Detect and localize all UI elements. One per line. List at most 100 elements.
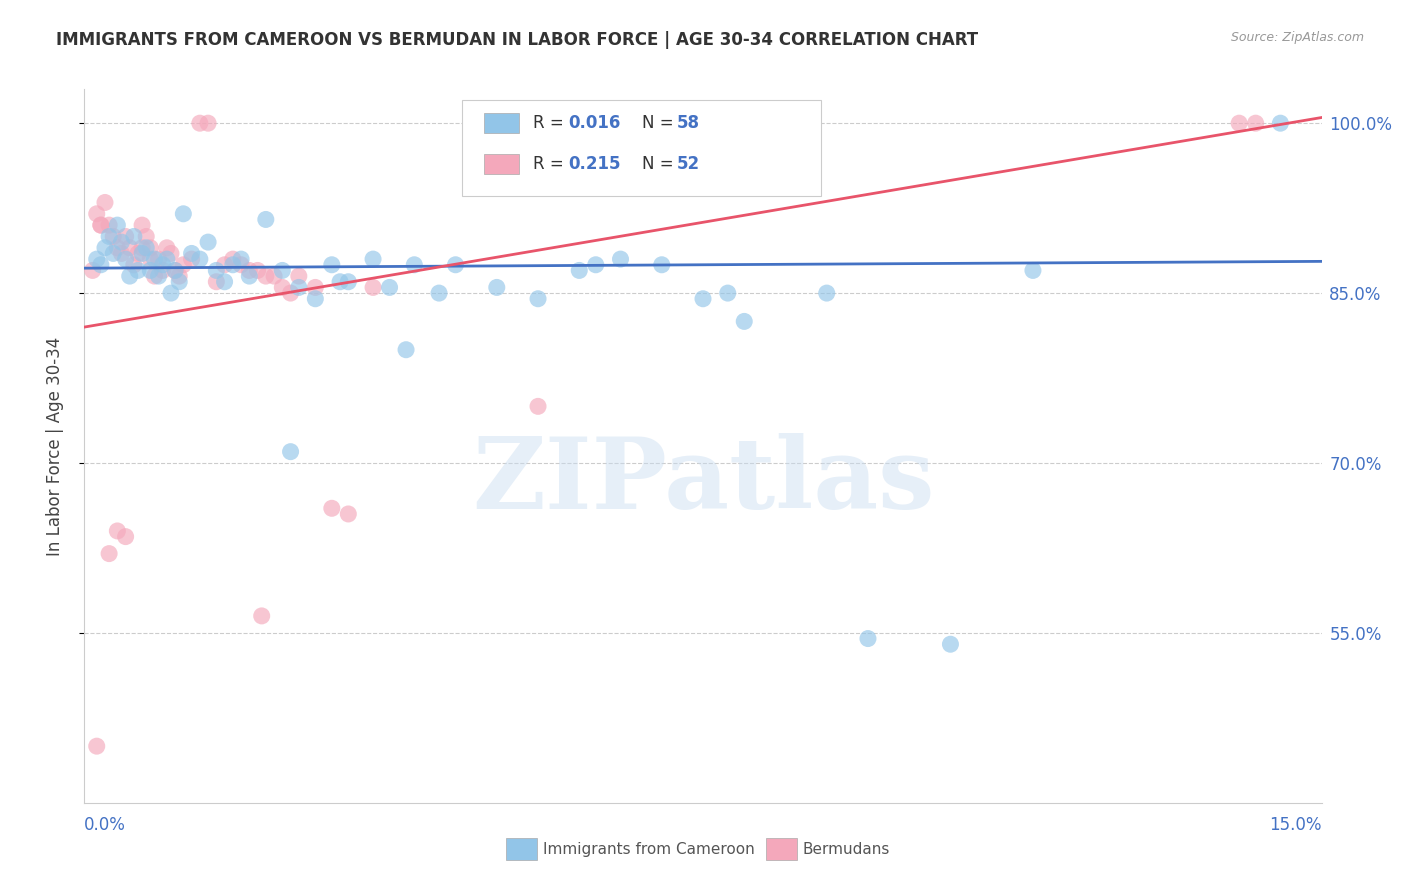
Point	[98, 218, 121, 232]
Point	[180, 252, 202, 266]
Point	[1270, 116, 1292, 130]
FancyBboxPatch shape	[461, 100, 821, 196]
Point	[856, 632, 879, 646]
Point	[197, 116, 219, 130]
Text: 58: 58	[678, 114, 700, 132]
Point	[82, 263, 104, 277]
Point	[152, 263, 174, 277]
Text: 0.0%: 0.0%	[84, 816, 127, 834]
Point	[378, 280, 401, 294]
Point	[167, 269, 190, 284]
Point	[148, 269, 170, 284]
Point	[122, 258, 145, 272]
Point	[280, 286, 302, 301]
Point	[1022, 263, 1045, 277]
Point	[361, 252, 384, 266]
Point	[568, 263, 591, 277]
Point	[131, 246, 153, 260]
Point	[114, 252, 136, 266]
Point	[280, 444, 302, 458]
Point	[205, 263, 228, 277]
Point	[156, 241, 179, 255]
FancyBboxPatch shape	[484, 112, 519, 133]
Point	[254, 269, 277, 284]
Point	[139, 263, 162, 277]
Point	[238, 263, 260, 277]
Point	[98, 547, 121, 561]
Point	[222, 258, 245, 272]
Text: Bermudans: Bermudans	[803, 842, 890, 856]
Point	[246, 263, 269, 277]
Y-axis label: In Labor Force | Age 30-34: In Labor Force | Age 30-34	[45, 336, 63, 556]
Point	[160, 286, 183, 301]
Point	[114, 229, 136, 244]
Text: IMMIGRANTS FROM CAMEROON VS BERMUDAN IN LABOR FORCE | AGE 30-34 CORRELATION CHAR: IMMIGRANTS FROM CAMEROON VS BERMUDAN IN …	[56, 31, 979, 49]
Point	[105, 241, 128, 255]
Point	[94, 195, 117, 210]
Point	[86, 739, 108, 754]
Point	[135, 241, 157, 255]
Point	[110, 235, 132, 249]
Point	[1227, 116, 1250, 130]
Point	[103, 246, 125, 260]
Point	[321, 258, 343, 272]
Point	[139, 252, 162, 266]
Point	[110, 246, 132, 260]
Point	[717, 286, 740, 301]
Point	[527, 400, 550, 414]
Point	[288, 280, 311, 294]
Point	[103, 229, 125, 244]
Point	[609, 252, 631, 266]
Text: R =: R =	[533, 155, 569, 173]
Point	[329, 275, 352, 289]
Point	[98, 229, 121, 244]
Point	[105, 218, 128, 232]
Point	[135, 229, 157, 244]
Point	[692, 292, 714, 306]
Point	[127, 263, 149, 277]
Point	[94, 241, 117, 255]
Point	[214, 275, 236, 289]
Point	[214, 258, 236, 272]
Point	[139, 241, 162, 255]
Point	[427, 286, 450, 301]
Point	[90, 218, 112, 232]
Point	[222, 252, 245, 266]
Point	[143, 269, 166, 284]
Point	[148, 252, 170, 266]
Text: 15.0%: 15.0%	[1270, 816, 1322, 834]
Point	[118, 269, 141, 284]
Point	[143, 252, 166, 266]
Point	[238, 269, 260, 284]
Point	[229, 258, 252, 272]
FancyBboxPatch shape	[484, 154, 519, 174]
Point	[444, 258, 467, 272]
Point	[527, 292, 550, 306]
Text: N =: N =	[643, 155, 679, 173]
Point	[585, 258, 607, 272]
Point	[122, 229, 145, 244]
Point	[131, 241, 153, 255]
Text: Immigrants from Cameroon: Immigrants from Cameroon	[543, 842, 755, 856]
Point	[815, 286, 838, 301]
Point	[304, 280, 326, 294]
Point	[395, 343, 418, 357]
Point	[271, 263, 294, 277]
Point	[337, 275, 360, 289]
Point	[404, 258, 426, 272]
Point	[180, 246, 202, 260]
Point	[90, 258, 112, 272]
Point	[271, 280, 294, 294]
Text: ZIPatlas: ZIPatlas	[472, 434, 934, 530]
Point	[131, 218, 153, 232]
Point	[485, 280, 508, 294]
Point	[105, 524, 128, 538]
Point	[156, 252, 179, 266]
Point	[254, 212, 277, 227]
Point	[160, 246, 183, 260]
Point	[229, 252, 252, 266]
Point	[127, 246, 149, 260]
Text: R =: R =	[533, 114, 569, 132]
Text: 0.215: 0.215	[568, 155, 620, 173]
Point	[205, 275, 228, 289]
